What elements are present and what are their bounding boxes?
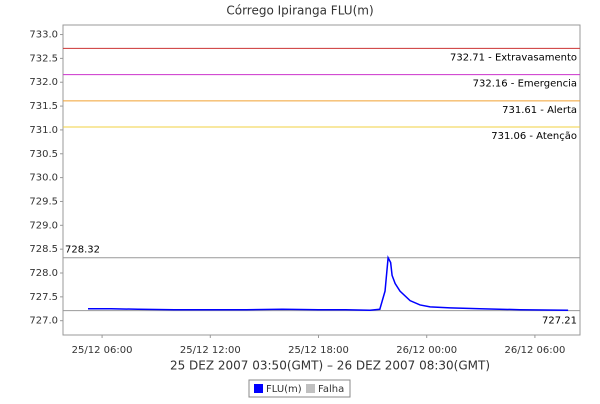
legend-label: Falha bbox=[318, 384, 344, 395]
x-tick-label: 26/12 00:00 bbox=[396, 345, 457, 356]
y-tick-label: 733.0 bbox=[29, 30, 58, 41]
min-label: 727.21 bbox=[542, 316, 577, 327]
legend-label: FLU(m) bbox=[266, 384, 302, 395]
y-tick-label: 728.0 bbox=[29, 268, 58, 279]
legend-swatch bbox=[254, 384, 263, 393]
x-tick-label: 25/12 06:00 bbox=[72, 345, 133, 356]
y-tick-label: 727.0 bbox=[29, 316, 58, 327]
y-tick-label: 729.5 bbox=[29, 196, 58, 207]
legend-swatch bbox=[306, 384, 315, 393]
chart-title: Córrego Ipiranga FLU(m) bbox=[226, 4, 373, 18]
y-tick-label: 730.0 bbox=[29, 173, 58, 184]
threshold-label: 731.61 - Alerta bbox=[502, 105, 577, 116]
y-tick-label: 732.5 bbox=[29, 53, 58, 64]
x-tick-label: 26/12 06:00 bbox=[504, 345, 565, 356]
y-tick-label: 729.0 bbox=[29, 220, 58, 231]
x-tick-label: 25/12 12:00 bbox=[180, 345, 241, 356]
x-axis-title: 25 DEZ 2007 03:50(GMT) – 26 DEZ 2007 08:… bbox=[170, 359, 490, 373]
data-line bbox=[88, 255, 569, 311]
y-tick-label: 732.0 bbox=[29, 77, 58, 88]
legend bbox=[248, 379, 351, 398]
plot-area bbox=[62, 24, 581, 336]
threshold-label: 731.06 - Atenção bbox=[491, 131, 577, 142]
y-tick-label: 731.0 bbox=[29, 125, 58, 136]
x-tick-label: 25/12 18:00 bbox=[288, 345, 349, 356]
max-label: 728.32 bbox=[65, 245, 100, 256]
y-tick-label: 727.5 bbox=[29, 292, 58, 303]
y-tick-label: 731.5 bbox=[29, 101, 58, 112]
threshold-label: 732.71 - Extravasamento bbox=[450, 52, 577, 63]
y-tick-label: 728.5 bbox=[29, 244, 58, 255]
y-tick-label: 730.5 bbox=[29, 149, 58, 160]
threshold-label: 732.16 - Emergencia bbox=[473, 79, 577, 90]
